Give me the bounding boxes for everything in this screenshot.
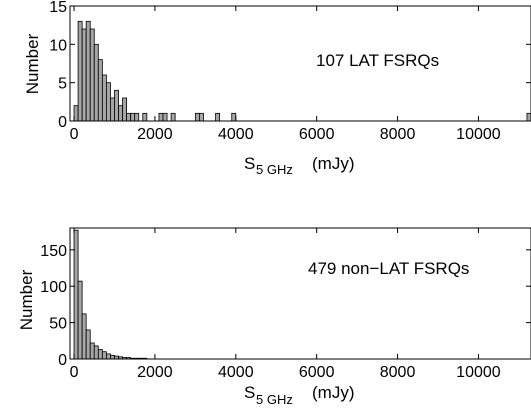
non-lat-fsrq-y-tick-label: 100 xyxy=(40,279,67,296)
lat-fsrq-bar xyxy=(126,112,132,122)
lat-fsrq-x-tick-label: 8000 xyxy=(380,126,416,143)
lat-fsrq-x-tick-label: 2000 xyxy=(137,126,173,143)
non-lat-fsrq-bar xyxy=(110,354,115,360)
non-lat-fsrq-bar xyxy=(93,345,99,360)
non-lat-fsrq-bar xyxy=(89,342,95,360)
non-lat-fsrq-x-label-unit: (mJy) xyxy=(312,383,354,402)
lat-fsrq-bar xyxy=(215,112,221,122)
lat-fsrq-y-axis-label: Number xyxy=(23,33,42,94)
non-lat-fsrq-x-tick-label: 4000 xyxy=(218,364,254,381)
lat-fsrq-bar xyxy=(134,112,140,122)
lat-fsrq-bar xyxy=(101,74,107,122)
non-lat-fsrq-x-label-main: S xyxy=(244,383,255,402)
lat-fsrq-histogram-panel: 0 2000 4000 6000 8000 10000 0 5 10 15 107 LAT FSR… xyxy=(23,0,531,177)
non-lat-fsrq-x-tick-label: 8000 xyxy=(380,364,416,381)
non-lat-fsrq-bar xyxy=(81,313,87,360)
non-lat-fsrq-bar xyxy=(97,349,103,360)
non-lat-fsrq-x-tick-label: 2000 xyxy=(137,364,173,381)
lat-fsrq-bar xyxy=(231,112,237,122)
lat-fsrq-bar xyxy=(93,43,99,122)
lat-fsrq-x-label-subscript: 5 GHz xyxy=(256,162,293,177)
non-lat-fsrq-bar xyxy=(105,353,111,360)
non-lat-fsrq-bar xyxy=(101,351,107,360)
lat-fsrq-bar xyxy=(105,82,111,122)
lat-fsrq-x-tick-label: 6000 xyxy=(299,126,335,143)
non-lat-fsrq-x-axis-label: S 5 GHz (mJy) xyxy=(244,383,354,407)
non-lat-fsrq-y-axis-label: Number xyxy=(17,269,36,330)
lat-fsrq-bars xyxy=(73,20,531,122)
lat-fsrq-x-axis-label: S 5 GHz (mJy) xyxy=(244,154,354,177)
non-lat-fsrq-tick-marks xyxy=(70,228,531,360)
lat-fsrq-bar xyxy=(73,105,79,122)
non-lat-fsrq-x-tick-label: 10000 xyxy=(456,364,501,381)
lat-fsrq-bar xyxy=(142,112,148,122)
lat-fsrq-bar xyxy=(170,112,176,122)
non-lat-fsrq-y-tick-label: 0 xyxy=(58,352,67,369)
non-lat-fsrq-histogram-panel: 0 2000 4000 6000 8000 10000 0 50 100 150 479 non−… xyxy=(17,227,531,407)
lat-fsrq-bar xyxy=(162,112,168,122)
non-lat-fsrq-x-tick-label: 6000 xyxy=(299,364,335,381)
lat-fsrq-y-tick-label: 5 xyxy=(58,76,67,93)
lat-fsrq-bar xyxy=(97,59,103,122)
lat-fsrq-y-tick-label: 0 xyxy=(58,114,67,131)
lat-fsrq-bar xyxy=(158,112,164,122)
non-lat-fsrq-bar xyxy=(85,329,91,360)
non-lat-fsrq-y-tick-label: 50 xyxy=(49,316,67,333)
lat-fsrq-bar xyxy=(194,112,200,122)
lat-fsrq-bar xyxy=(89,28,95,122)
lat-fsrq-tick-marks xyxy=(70,5,531,122)
lat-fsrq-bar xyxy=(526,112,531,122)
lat-fsrq-y-tick-label: 10 xyxy=(49,37,67,54)
lat-fsrq-y-tick-label: 15 xyxy=(49,0,67,16)
lat-fsrq-x-label-main: S xyxy=(244,154,255,173)
lat-fsrq-bar xyxy=(85,20,91,122)
lat-fsrq-x-tick-label: 0 xyxy=(70,126,79,143)
non-lat-fsrq-y-tick-label: 150 xyxy=(40,243,67,260)
lat-fsrq-bar xyxy=(122,97,128,122)
non-lat-fsrq-bar xyxy=(77,280,83,360)
lat-fsrq-tick-labels: 0 2000 4000 6000 8000 10000 0 5 10 15 xyxy=(49,0,501,143)
lat-fsrq-annotation: 107 LAT FSRQs xyxy=(316,51,439,70)
lat-fsrq-x-label-unit: (mJy) xyxy=(312,154,354,173)
non-lat-fsrq-bars xyxy=(73,229,148,360)
lat-fsrq-x-tick-label: 4000 xyxy=(218,126,254,143)
non-lat-fsrq-annotation: 479 non−LAT FSRQs xyxy=(308,259,469,278)
lat-fsrq-bar xyxy=(130,112,136,122)
lat-fsrq-bar xyxy=(118,105,123,122)
lat-fsrq-bar xyxy=(81,28,87,122)
non-lat-fsrq-x-tick-label: 0 xyxy=(70,364,79,381)
non-lat-fsrq-x-label-subscript: 5 GHz xyxy=(256,392,293,407)
lat-fsrq-bar xyxy=(198,112,204,122)
non-lat-fsrq-axes-frame xyxy=(69,227,531,360)
lat-fsrq-bar xyxy=(77,20,83,122)
lat-fsrq-bar xyxy=(114,89,119,122)
lat-fsrq-axes-frame xyxy=(69,5,531,122)
lat-fsrq-bar xyxy=(110,97,115,122)
non-lat-fsrq-tick-labels: 0 2000 4000 6000 8000 10000 0 50 100 150 xyxy=(40,243,500,381)
lat-fsrq-x-tick-label: 10000 xyxy=(456,126,501,143)
